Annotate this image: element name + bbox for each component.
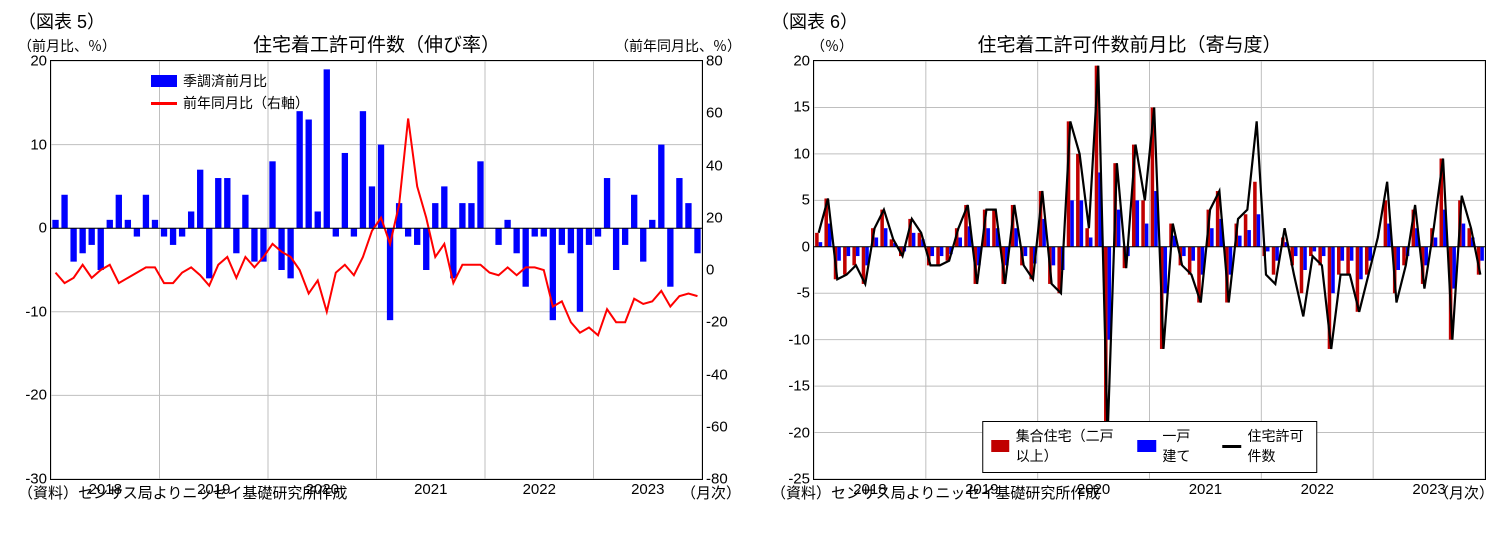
chart6-legend-blue: 一戸建て <box>1138 426 1203 466</box>
chart6-title: 住宅着工許可件数前月比（寄与度） <box>753 30 1506 57</box>
chart5-credit: （資料）センサス局よりニッセイ基礎研究所作成 <box>18 482 347 503</box>
chart6-legend-red-label: 集合住宅（二戸以上） <box>1016 426 1118 466</box>
chart6-legend-red: 集合住宅（二戸以上） <box>991 426 1118 466</box>
blue-swatch-icon <box>1138 440 1157 452</box>
chart5-legend-line-label: 前年同月比（右軸） <box>183 93 309 113</box>
line-swatch-icon <box>151 102 177 105</box>
chart6-panel: （図表 6） （％） 住宅着工許可件数前月比（寄与度） -25-20-15-10… <box>753 0 1506 554</box>
chart5-plot: 季調済前月比 前年同月比（右軸） -30-20-1001020-80-60-40… <box>50 60 703 480</box>
chart5-legend: 季調済前月比 前年同月比（右軸） <box>151 71 309 115</box>
chart5-legend-line: 前年同月比（右軸） <box>151 93 309 113</box>
chart5-svg <box>51 61 702 479</box>
page: （図表 5） （前月比、％） （前年同月比、％） 住宅着工許可件数（伸び率） 季… <box>0 0 1506 554</box>
chart6-legend: 集合住宅（二戸以上） 一戸建て 住宅許可件数 <box>982 421 1318 473</box>
bar-swatch-icon <box>151 75 177 87</box>
chart5-legend-bar-label: 季調済前月比 <box>183 71 267 91</box>
chart5-panel: （図表 5） （前月比、％） （前年同月比、％） 住宅着工許可件数（伸び率） 季… <box>0 0 753 554</box>
chart5-title: 住宅着工許可件数（伸び率） <box>0 30 753 57</box>
chart6-svg <box>814 61 1485 479</box>
chart6-legend-line: 住宅許可件数 <box>1223 426 1309 466</box>
red-swatch-icon <box>991 440 1010 452</box>
chart5-legend-bar: 季調済前月比 <box>151 71 309 91</box>
chart6-plot: -25-20-15-10-505101520201820192020202120… <box>813 60 1486 480</box>
black-line-swatch-icon <box>1223 445 1242 448</box>
chart6-legend-blue-label: 一戸建て <box>1162 426 1202 466</box>
chart6-credit: （資料）センサス局よりニッセイ基礎研究所作成 <box>771 482 1100 503</box>
chart6-legend-line-label: 住宅許可件数 <box>1247 426 1308 466</box>
